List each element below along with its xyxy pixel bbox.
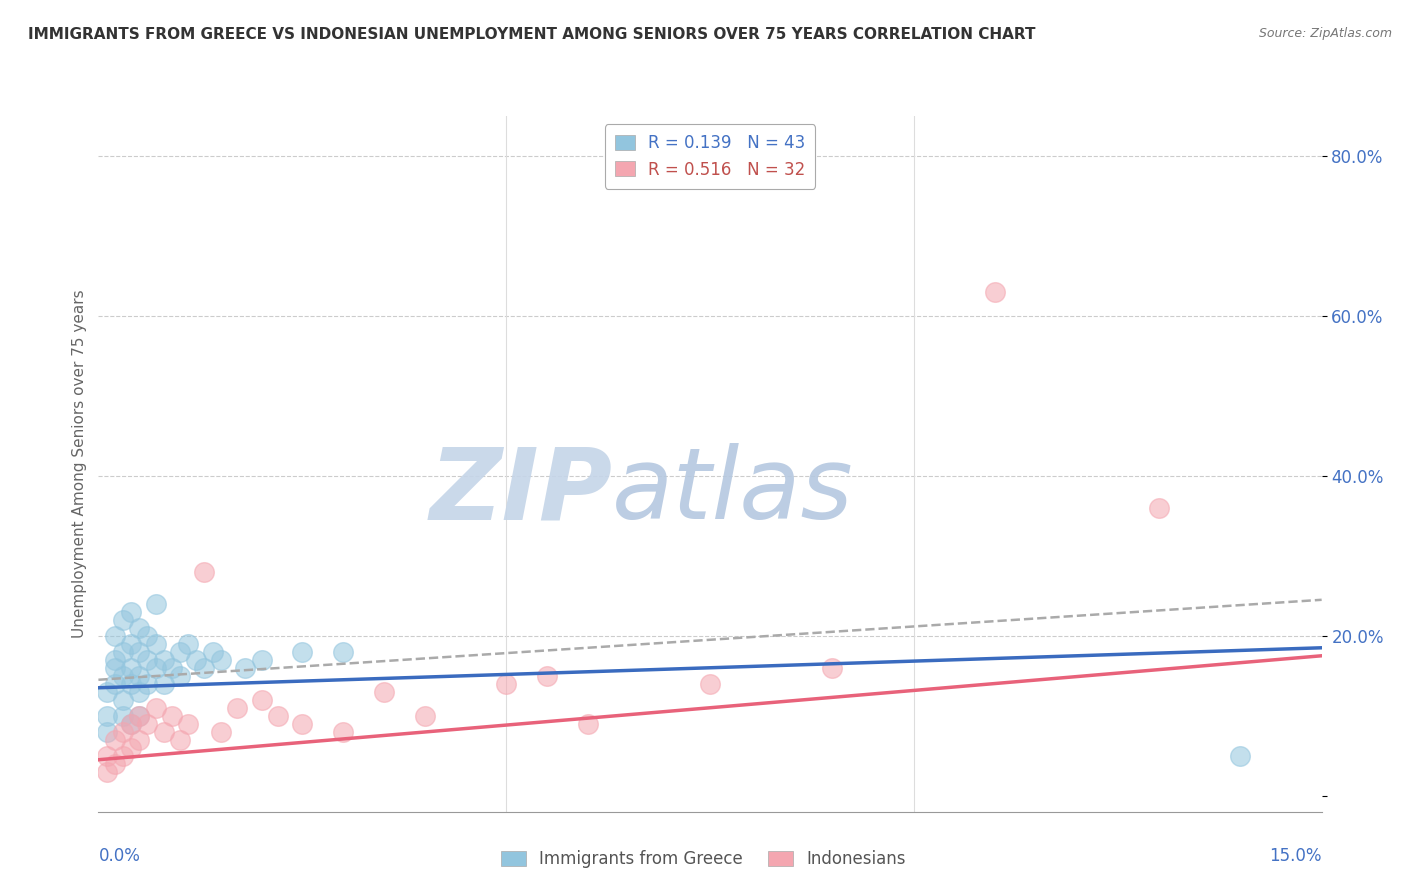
Point (128, 708, 150, 723)
Point (120, 661, 142, 675)
Point (495, 677, 517, 691)
Point (1229, 748, 1251, 763)
Point (96, 764, 118, 779)
Point (128, 685, 150, 699)
Point (145, 661, 167, 675)
Point (169, 645, 191, 659)
Point (111, 613, 134, 627)
Point (250, 692, 273, 706)
Text: Source: ZipAtlas.com: Source: ZipAtlas.com (1258, 27, 1392, 40)
Point (233, 661, 256, 675)
Point (111, 692, 134, 706)
Point (193, 661, 215, 675)
Point (136, 677, 159, 691)
Point (169, 732, 191, 747)
Text: 0.0%: 0.0% (98, 847, 141, 864)
Point (984, 285, 1007, 299)
Point (96, 708, 118, 723)
Point (152, 653, 174, 667)
Point (291, 716, 314, 731)
Point (291, 645, 314, 659)
Point (96, 724, 118, 739)
Point (104, 732, 127, 747)
Point (104, 677, 127, 691)
Point (193, 565, 215, 579)
Point (209, 724, 232, 739)
Text: 15.0%: 15.0% (1270, 847, 1322, 864)
Point (120, 637, 142, 651)
Point (201, 645, 224, 659)
Point (1147, 500, 1170, 515)
Point (120, 677, 142, 691)
Point (120, 716, 142, 731)
Point (104, 661, 127, 675)
Point (120, 716, 142, 731)
Point (160, 708, 183, 723)
Point (145, 597, 167, 611)
Legend: Immigrants from Greece, Indonesians: Immigrants from Greece, Indonesians (494, 844, 912, 875)
Point (536, 669, 558, 683)
Point (111, 748, 134, 763)
Point (250, 653, 273, 667)
Point (160, 661, 183, 675)
Point (120, 605, 142, 619)
Point (821, 661, 844, 675)
Point (576, 716, 599, 731)
Point (104, 653, 127, 667)
Point (699, 677, 721, 691)
Point (169, 669, 191, 683)
Point (128, 669, 150, 683)
Point (96, 685, 118, 699)
Y-axis label: Unemployment Among Seniors over 75 years: Unemployment Among Seniors over 75 years (72, 290, 87, 638)
Point (332, 724, 354, 739)
Point (209, 653, 232, 667)
Point (111, 724, 134, 739)
Point (177, 637, 200, 651)
Point (226, 700, 249, 714)
Text: IMMIGRANTS FROM GREECE VS INDONESIAN UNEMPLOYMENT AMONG SENIORS OVER 75 YEARS CO: IMMIGRANTS FROM GREECE VS INDONESIAN UNE… (28, 27, 1036, 42)
Point (104, 629, 127, 643)
Legend: R = 0.139   N = 43, R = 0.516   N = 32: R = 0.139 N = 43, R = 0.516 N = 32 (605, 124, 815, 188)
Point (128, 621, 150, 635)
Point (111, 645, 134, 659)
Point (152, 677, 174, 691)
Point (186, 653, 208, 667)
Point (96, 748, 118, 763)
Point (152, 724, 174, 739)
Point (128, 645, 150, 659)
Point (145, 700, 167, 714)
Point (413, 708, 436, 723)
Text: ZIP: ZIP (429, 443, 612, 541)
Point (177, 716, 200, 731)
Point (128, 732, 150, 747)
Point (111, 669, 134, 683)
Point (267, 708, 290, 723)
Point (128, 708, 150, 723)
Point (136, 653, 159, 667)
Point (136, 716, 159, 731)
Point (111, 708, 134, 723)
Point (120, 740, 142, 755)
Text: atlas: atlas (612, 443, 853, 541)
Point (136, 629, 159, 643)
Point (145, 637, 167, 651)
Point (104, 756, 127, 771)
Point (332, 645, 354, 659)
Point (373, 685, 395, 699)
